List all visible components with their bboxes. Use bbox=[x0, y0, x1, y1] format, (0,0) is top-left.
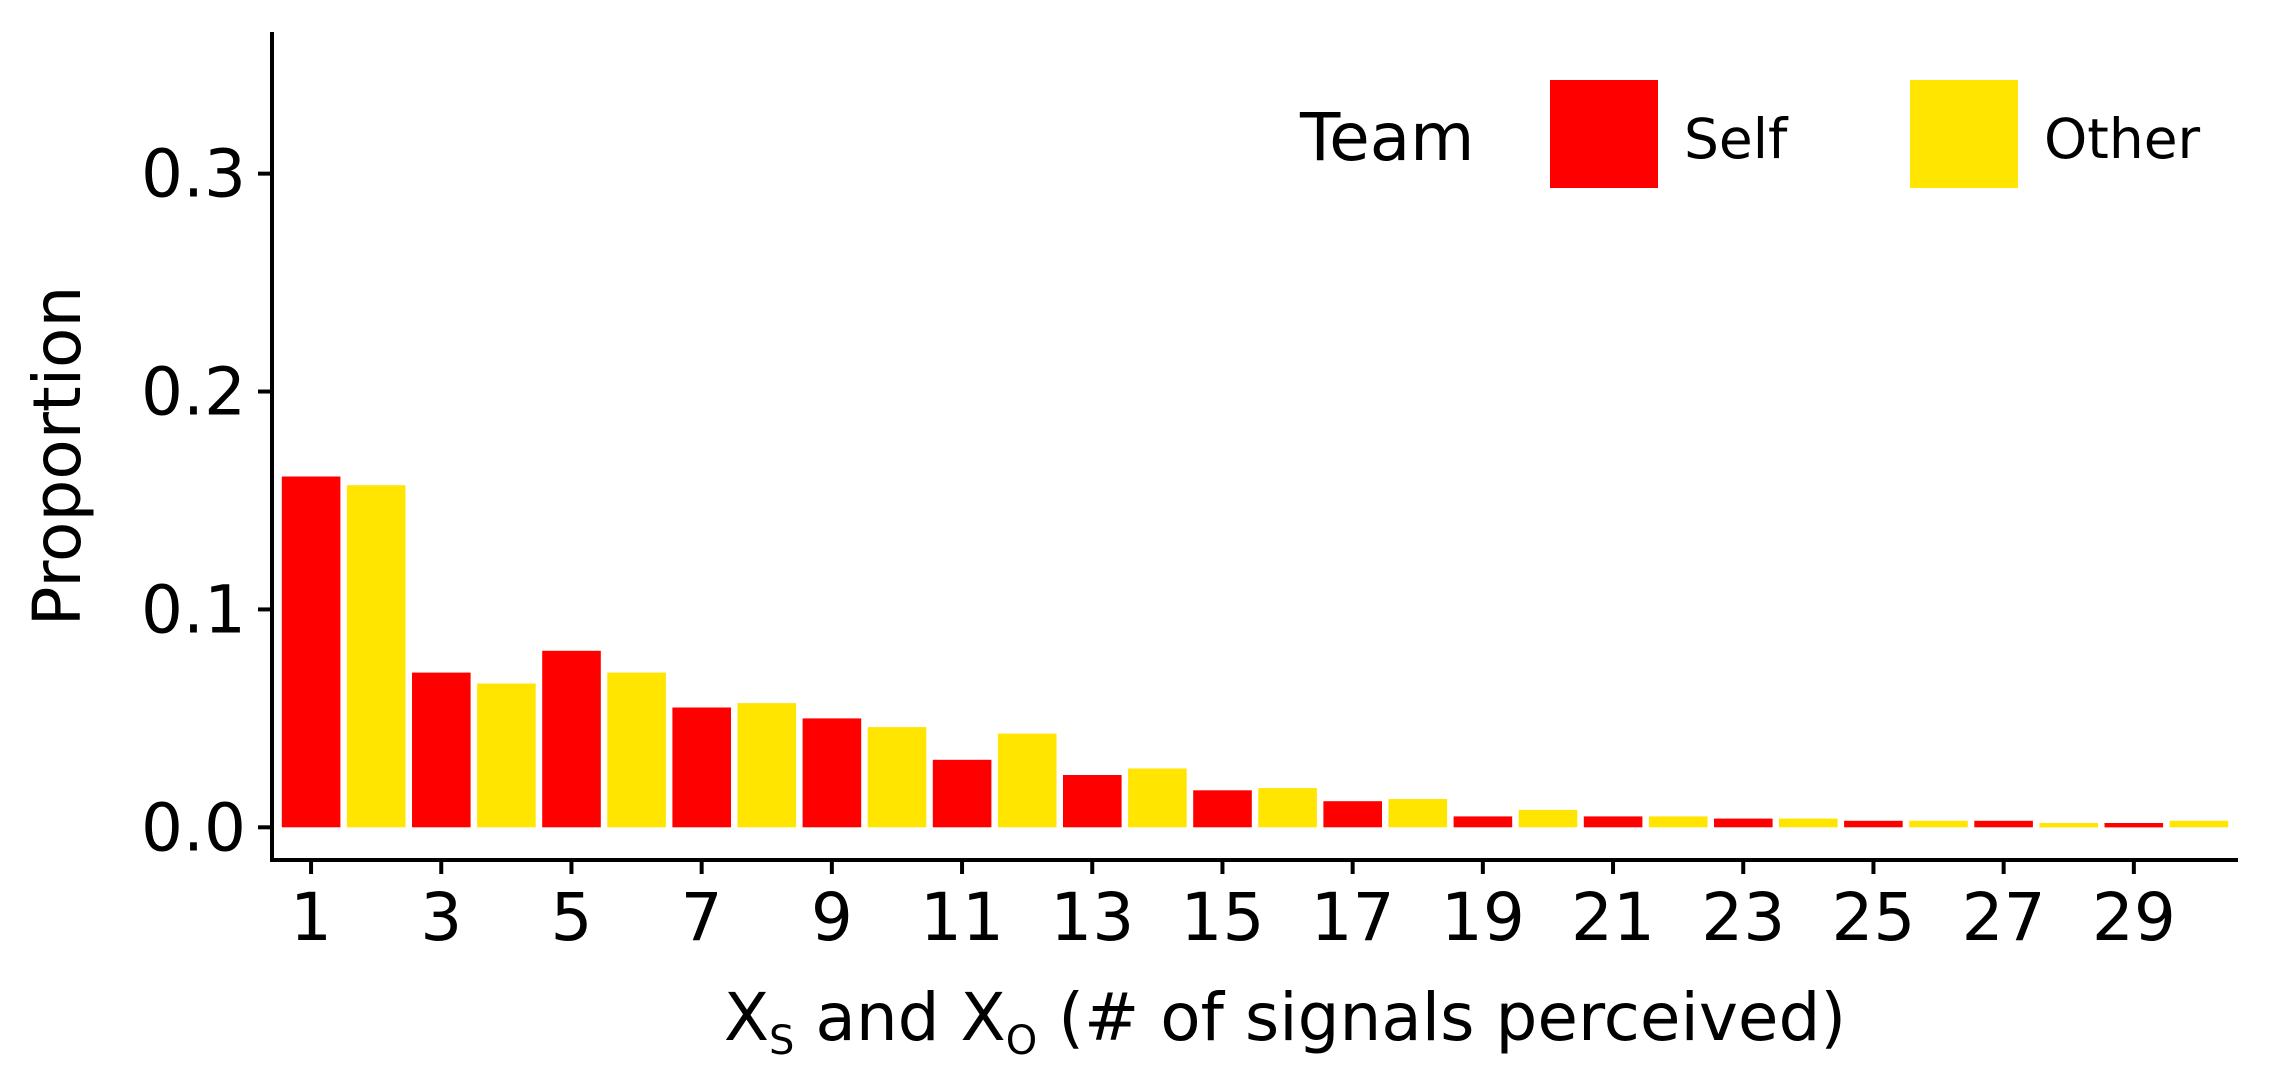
y-tick-label: 0.3 bbox=[141, 136, 246, 213]
x-tick-label: 1 bbox=[290, 879, 332, 956]
x-tick-label: 19 bbox=[1441, 879, 1525, 956]
bar-other-16 bbox=[1258, 788, 1317, 828]
bar-other-20 bbox=[1518, 809, 1578, 828]
bar-other-22 bbox=[1648, 816, 1708, 828]
bar-self-9 bbox=[802, 718, 862, 828]
x-tick-label: 13 bbox=[1050, 879, 1134, 956]
x-tick-label: 25 bbox=[1831, 879, 1915, 956]
bar-other-26 bbox=[1909, 820, 1968, 828]
bar-other-14 bbox=[1128, 768, 1187, 828]
bar-self-27 bbox=[1974, 820, 2033, 828]
y-tick-label: 0.1 bbox=[141, 571, 246, 648]
bar-other-28 bbox=[2039, 823, 2098, 828]
bar-other-6 bbox=[607, 672, 666, 828]
bars-layer bbox=[281, 476, 2229, 828]
legend-swatch-other bbox=[1910, 80, 2018, 188]
y-axis-title: Proportion bbox=[19, 286, 96, 627]
legend-label-other: Other bbox=[2044, 107, 2201, 171]
bar-self-13 bbox=[1063, 775, 1122, 828]
x-axis-title: XS and XO (# of signals perceived) bbox=[724, 979, 1846, 1064]
bar-self-21 bbox=[1583, 816, 1643, 828]
bar-other-18 bbox=[1388, 799, 1448, 828]
bar-self-23 bbox=[1714, 818, 1773, 828]
x-tick-label: 9 bbox=[811, 879, 853, 956]
bar-other-4 bbox=[477, 683, 536, 828]
x-tick-label: 29 bbox=[2092, 879, 2176, 956]
legend-title: Team bbox=[1299, 99, 1474, 176]
y-tick-label: 0.2 bbox=[141, 354, 246, 431]
legend-swatch-self bbox=[1550, 80, 1658, 188]
bar-other-12 bbox=[997, 733, 1057, 828]
bar-self-17 bbox=[1323, 801, 1382, 828]
bar-other-2 bbox=[346, 485, 406, 828]
x-tick-label: 27 bbox=[1962, 879, 2046, 956]
x-tick-label: 11 bbox=[920, 879, 1004, 956]
x-tick-label: 21 bbox=[1571, 879, 1655, 956]
bar-other-30 bbox=[2169, 820, 2229, 828]
x-tick-label: 23 bbox=[1701, 879, 1785, 956]
bar-self-7 bbox=[672, 707, 731, 828]
bar-self-1 bbox=[281, 476, 341, 828]
axes-layer: 0.00.10.20.31 3 5 7 9 11 13 15 17 19 21 23 25 27 29XS … bbox=[19, 32, 2238, 1064]
bar-self-3 bbox=[412, 672, 471, 828]
bar-other-8 bbox=[737, 703, 797, 828]
legend-label-self: Self bbox=[1684, 107, 1789, 171]
bar-other-24 bbox=[1779, 818, 1838, 828]
bar-self-19 bbox=[1453, 816, 1513, 828]
bar-self-11 bbox=[932, 759, 992, 828]
x-tick-label: 17 bbox=[1311, 879, 1395, 956]
y-tick-label: 0.0 bbox=[141, 789, 246, 866]
x-tick-label: 7 bbox=[681, 879, 723, 956]
bar-self-15 bbox=[1193, 790, 1252, 828]
bar-self-5 bbox=[542, 650, 601, 828]
bar-self-29 bbox=[2104, 823, 2164, 828]
bar-other-10 bbox=[867, 727, 927, 828]
x-tick-label: 15 bbox=[1180, 879, 1264, 956]
bar-self-25 bbox=[1844, 820, 1903, 828]
x-tick-label: 3 bbox=[420, 879, 462, 956]
legend: Team Self Other bbox=[1299, 80, 2201, 188]
x-tick-label: 5 bbox=[550, 879, 592, 956]
